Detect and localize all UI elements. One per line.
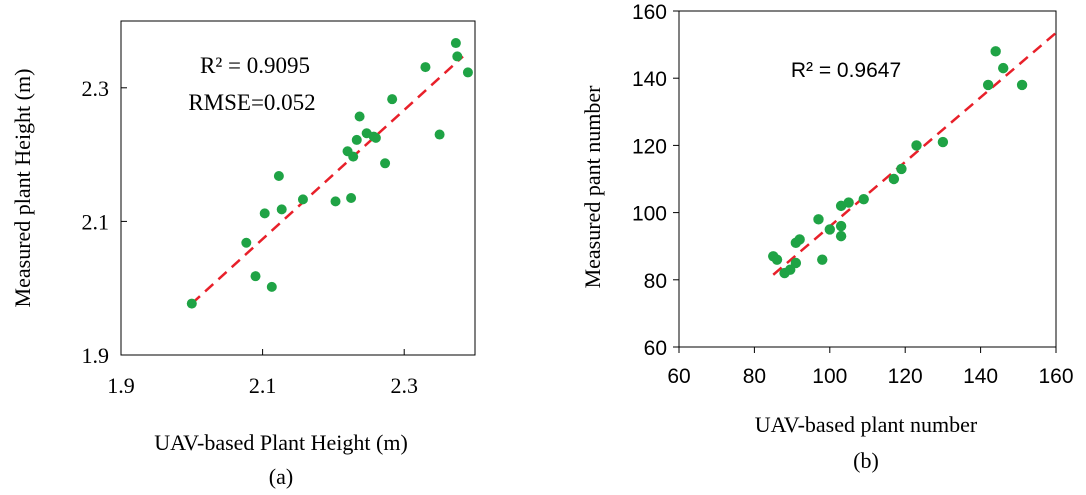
x-tick-label: 120 <box>888 365 923 388</box>
trendline <box>190 55 464 305</box>
annotation-r2-b: R² = 0.9647 <box>791 59 901 82</box>
data-point <box>297 194 308 205</box>
axis-ticks-b <box>673 10 1057 353</box>
data-point <box>896 163 907 175</box>
annotation-rmse-a: RMSE=0.052 <box>188 90 315 115</box>
data-point <box>937 136 949 148</box>
data-point <box>259 208 270 219</box>
annotation-r2-a: R² = 0.9095 <box>200 53 310 78</box>
data-point <box>771 254 783 265</box>
data-point <box>266 281 277 292</box>
data-point <box>835 220 847 232</box>
data-point <box>348 151 359 162</box>
data-point <box>370 132 381 143</box>
x-tick-label: 2.3 <box>390 373 418 398</box>
y-tick-label: 140 <box>632 68 667 91</box>
data-point <box>1016 79 1028 91</box>
y-tick-label: 1.9 <box>82 343 110 368</box>
axis-ticks-a <box>120 87 405 356</box>
data-point <box>186 298 197 309</box>
data-point <box>380 158 391 169</box>
data-point <box>858 193 869 205</box>
data-point <box>452 51 463 62</box>
data-point <box>817 254 828 265</box>
chart-panel-b: 60 80 100 120 140 160 60 80 100 120 140 160 R² = 0.… <box>580 1 1074 473</box>
data-point <box>351 134 362 145</box>
trendline <box>772 31 1057 276</box>
data-point <box>813 214 824 225</box>
x-tick-label: 2.1 <box>249 373 277 398</box>
y-tick-label: 100 <box>632 203 667 226</box>
data-point <box>241 237 252 248</box>
data-points-b <box>768 46 1028 279</box>
data-point <box>888 173 900 185</box>
plot-area-a <box>120 20 476 356</box>
data-point <box>273 170 284 181</box>
panel-label-b: (b) <box>853 448 879 473</box>
data-point <box>790 257 802 269</box>
data-point <box>843 197 854 208</box>
tick-labels-b: 60 80 100 120 140 160 60 80 100 120 140 160 <box>632 1 1074 388</box>
x-tick-label: 1.9 <box>107 373 135 398</box>
plot-area-b <box>678 10 1057 348</box>
data-point <box>346 193 357 204</box>
data-point <box>824 224 835 235</box>
x-tick-label: 60 <box>667 365 690 388</box>
data-point <box>387 94 398 105</box>
data-point <box>462 67 473 78</box>
data-point <box>250 271 261 282</box>
y-tick-label: 60 <box>644 337 667 360</box>
data-point <box>276 204 287 215</box>
panel-label-a: (a) <box>269 464 293 489</box>
data-point <box>354 111 365 122</box>
y-tick-label: 80 <box>644 270 667 293</box>
data-point <box>982 79 994 91</box>
x-tick-label: 160 <box>1038 365 1073 388</box>
x-axis-label-a: UAV-based Plant Height (m) <box>154 430 408 455</box>
chart-panel-a: 1.9 2.1 2.3 1.9 2.1 2.3 R² = 0.9095 RMSE=0.05… <box>10 20 476 489</box>
y-tick-label: 2.3 <box>82 76 110 101</box>
x-tick-label: 140 <box>963 365 998 388</box>
y-axis-label-a: Measured plant Height (m) <box>10 69 35 308</box>
data-point <box>990 46 1001 57</box>
data-point <box>911 140 922 151</box>
data-points-a <box>186 38 473 309</box>
data-point <box>330 196 341 207</box>
trendline-b <box>772 31 1057 276</box>
y-tick-label: 2.1 <box>82 209 110 234</box>
data-point <box>434 129 445 140</box>
data-point <box>420 62 431 73</box>
data-point <box>835 230 847 242</box>
x-tick-label: 100 <box>812 365 847 388</box>
trendline-a <box>190 55 464 305</box>
tick-labels-a: 1.9 2.1 2.3 1.9 2.1 2.3 <box>82 76 418 398</box>
x-axis-label-b: UAV-based plant number <box>755 412 978 437</box>
y-tick-label: 120 <box>632 135 667 158</box>
data-point <box>998 62 1009 74</box>
y-tick-label: 160 <box>632 1 667 24</box>
data-point <box>450 38 461 49</box>
data-point <box>794 234 805 245</box>
y-axis-label-b: Measured pant number <box>580 85 605 288</box>
x-tick-label: 80 <box>743 365 766 388</box>
